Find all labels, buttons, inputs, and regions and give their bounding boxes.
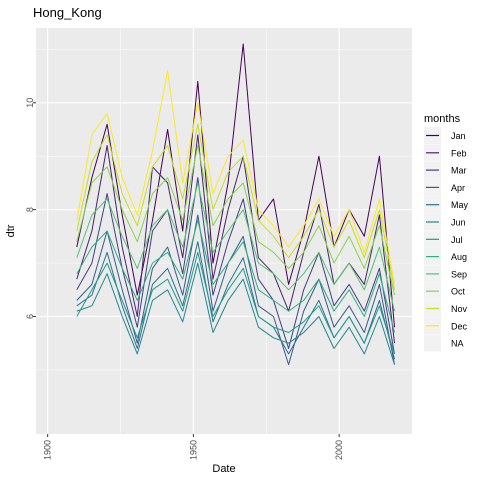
legend-label-apr: Apr <box>451 183 465 193</box>
legend-label-mar: Mar <box>451 166 467 176</box>
legend-label-jul: Jul <box>451 235 463 245</box>
series-line-sep <box>76 182 395 312</box>
legend-label-jan: Jan <box>451 131 466 141</box>
y-tick-label: 8 <box>25 207 35 212</box>
legend-label-dec: Dec <box>451 321 468 331</box>
axis-ticks: 1900 1950 2000 6 8 10 <box>25 98 344 460</box>
legend-title: months <box>424 113 461 125</box>
legend-label-aug: Aug <box>451 252 467 262</box>
chart-title: Hong_Kong <box>33 5 102 20</box>
series-line-nov <box>76 123 395 290</box>
legend-key-na <box>424 334 441 352</box>
series-line-apr <box>76 214 395 366</box>
series-lines <box>76 43 395 366</box>
y-tick-label: 6 <box>25 314 35 319</box>
series-line-jan <box>76 43 395 328</box>
x-axis-title: Date <box>212 463 235 475</box>
legend: Jan Feb Mar Apr May Jun Jul Aug Sep Oct Nov Dec NA <box>424 127 469 352</box>
legend-label-na: NA <box>451 339 464 349</box>
x-tick-label: 2000 <box>334 440 344 460</box>
legend-label-oct: Oct <box>451 287 466 297</box>
series-line-aug <box>76 219 395 333</box>
series-line-oct <box>76 145 395 296</box>
legend-label-nov: Nov <box>451 304 468 314</box>
legend-label-feb: Feb <box>451 148 467 158</box>
series-line-dec <box>76 70 395 285</box>
y-axis-title: dtr <box>5 224 17 237</box>
series-line-jul <box>76 251 395 355</box>
legend-label-jun: Jun <box>451 218 466 228</box>
x-tick-label: 1950 <box>188 440 198 460</box>
x-tick-label: 1900 <box>43 440 53 460</box>
y-tick-label: 10 <box>25 98 35 108</box>
series-line-jun <box>76 262 395 365</box>
legend-label-sep: Sep <box>451 269 467 279</box>
legend-label-may: May <box>451 200 469 210</box>
